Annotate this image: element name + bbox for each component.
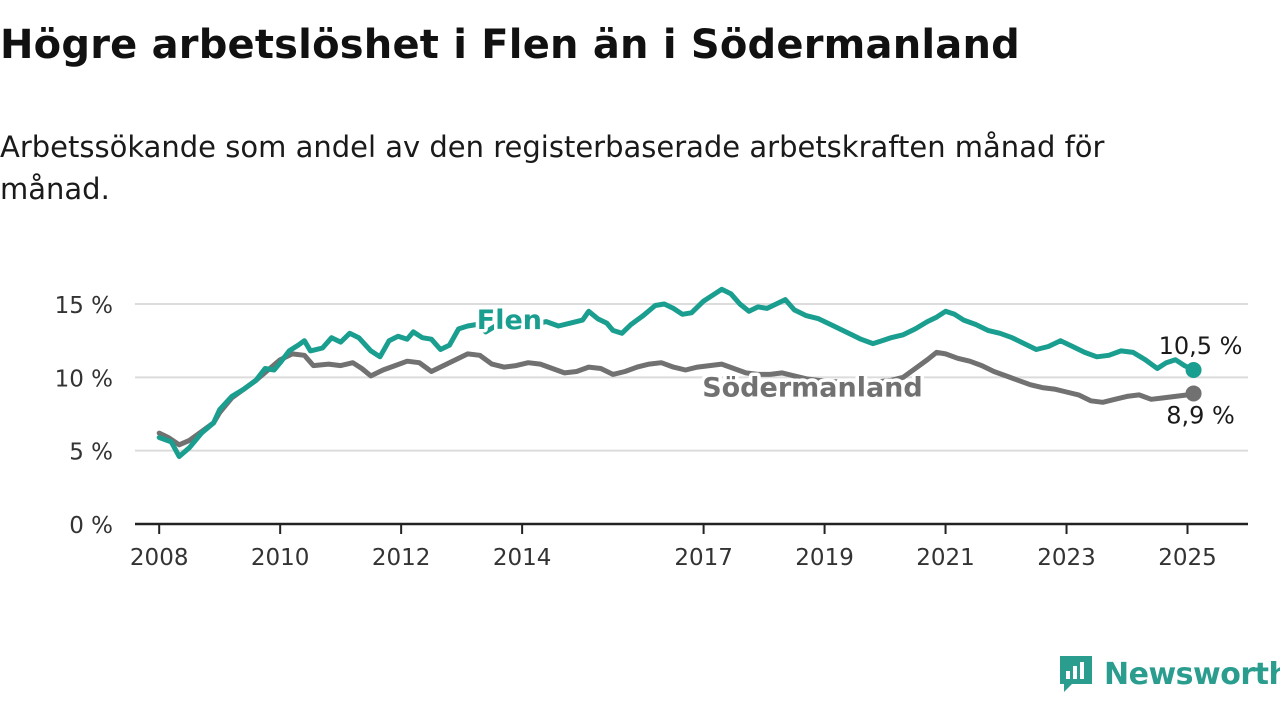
end-value-label-flen: 10,5 %	[1159, 332, 1243, 360]
x-tick-label: 2008	[130, 545, 189, 571]
series-label-sodermanland: Södermanland	[702, 372, 923, 403]
end-point	[1185, 362, 1202, 378]
end-point	[1185, 385, 1202, 402]
series-labels: Flen Södermanland 10,5 % 8,9 %	[473, 301, 1245, 432]
chart-title: Högre arbetslöshet i Flen än i Södermanl…	[0, 22, 1021, 68]
x-tick-label: 2023	[1037, 545, 1096, 571]
brand-name: Newsworthy	[1104, 656, 1280, 692]
end-value-label-sodermanland: 8,9 %	[1166, 401, 1235, 429]
x-tick-label: 2014	[493, 545, 552, 571]
x-axis: 2008 2010 2012 2014 2017 2019 2021 2023 2025	[130, 522, 1248, 571]
y-tick-label: 5 %	[69, 440, 113, 466]
y-axis-ticks: 0 % 5 % 10 % 15 %	[55, 293, 113, 539]
y-tick-label: 0 %	[69, 513, 113, 539]
x-tick-label: 2010	[251, 545, 310, 571]
series-line-flen	[156, 286, 1197, 459]
x-tick-label: 2017	[674, 545, 733, 571]
brand-logo: Newsworthy	[1058, 654, 1280, 694]
series-lines	[156, 286, 1202, 459]
x-tick-label: 2012	[372, 545, 431, 571]
newsworthy-logo-icon	[1060, 656, 1092, 692]
x-tick-label: 2025	[1158, 545, 1217, 571]
series-line-sodermanland	[156, 349, 1197, 448]
grid-lines	[135, 303, 1248, 452]
chart-subtitle: Arbetssökande som andel av den registerb…	[0, 130, 1105, 206]
x-tick-label: 2019	[795, 545, 854, 571]
series-label-flen: Flen	[477, 305, 542, 336]
x-tick-label: 2021	[916, 545, 975, 571]
y-tick-label: 15 %	[55, 293, 113, 319]
y-tick-label: 10 %	[55, 366, 113, 392]
